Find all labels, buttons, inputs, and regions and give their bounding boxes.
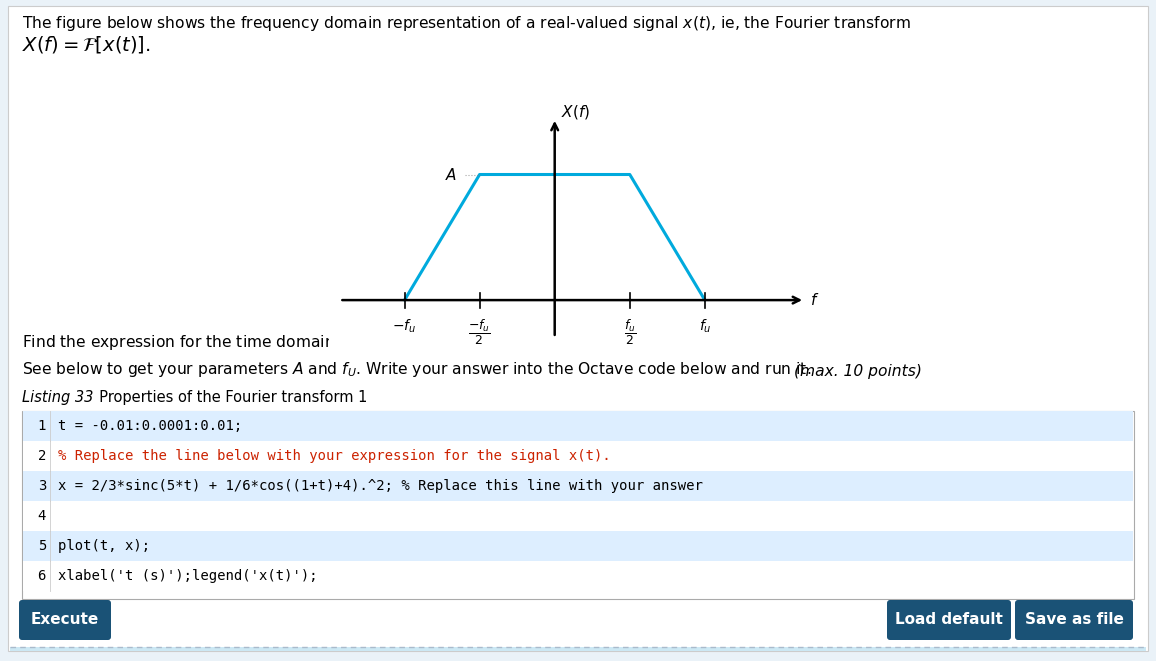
Text: % Replace the line below with your expression for the signal x(t).: % Replace the line below with your expre… — [58, 449, 610, 463]
Text: 3: 3 — [38, 479, 46, 493]
Text: $X(f)$: $X(f)$ — [561, 102, 590, 121]
Bar — [10, 647, 1146, 651]
Text: $f_u$: $f_u$ — [698, 318, 711, 335]
Text: xlabel('t (s)');legend('x(t)');: xlabel('t (s)');legend('x(t)'); — [58, 569, 318, 583]
Text: $A$: $A$ — [445, 167, 457, 182]
Text: $X(f) = \mathcal{F}[x(t)].$: $X(f) = \mathcal{F}[x(t)].$ — [22, 34, 150, 55]
Text: t = -0.01:0.0001:0.01;: t = -0.01:0.0001:0.01; — [58, 419, 243, 433]
Text: 6: 6 — [38, 569, 46, 583]
Bar — [23, 471, 1133, 501]
Text: Load default: Load default — [895, 613, 1003, 627]
Bar — [23, 561, 1133, 591]
Text: 1: 1 — [38, 419, 46, 433]
Text: plot(t, x);: plot(t, x); — [58, 539, 150, 553]
Text: x = 2/3*sinc(5*t) + 1/6*cos((1+t)+4).^2; % Replace this line with your answer: x = 2/3*sinc(5*t) + 1/6*cos((1+t)+4).^2;… — [58, 479, 703, 493]
Bar — [23, 411, 1133, 441]
FancyBboxPatch shape — [1015, 600, 1133, 640]
Text: 2: 2 — [38, 449, 46, 463]
Text: $\dfrac{-f_u}{2}$: $\dfrac{-f_u}{2}$ — [468, 318, 491, 346]
Text: Listing 33: Listing 33 — [22, 390, 94, 405]
Text: The figure below shows the frequency domain representation of a real-valued sign: The figure below shows the frequency dom… — [22, 14, 911, 33]
Text: $\dfrac{f_u}{2}$: $\dfrac{f_u}{2}$ — [623, 318, 636, 346]
Text: Execute: Execute — [31, 613, 99, 627]
Text: See below to get your parameters $A$ and $f_U$. Write your answer into the Octav: See below to get your parameters $A$ and… — [22, 360, 813, 379]
Bar — [23, 501, 1133, 531]
Text: (max. 10 points): (max. 10 points) — [794, 364, 921, 379]
Text: $f$: $f$ — [810, 292, 820, 308]
FancyBboxPatch shape — [18, 600, 111, 640]
Text: $-f_u$: $-f_u$ — [392, 318, 416, 335]
Text: 5: 5 — [38, 539, 46, 553]
Bar — [23, 531, 1133, 561]
FancyBboxPatch shape — [887, 600, 1012, 640]
Text: Save as file: Save as file — [1024, 613, 1124, 627]
Bar — [23, 441, 1133, 471]
Text: 4: 4 — [38, 509, 46, 523]
Bar — [22, 411, 1134, 599]
Text: Find the expression for the time domain representation $x(t) = \mathcal{F}^{-1}[: Find the expression for the time domain … — [22, 331, 577, 353]
Text: Properties of the Fourier transform 1: Properties of the Fourier transform 1 — [90, 390, 368, 405]
